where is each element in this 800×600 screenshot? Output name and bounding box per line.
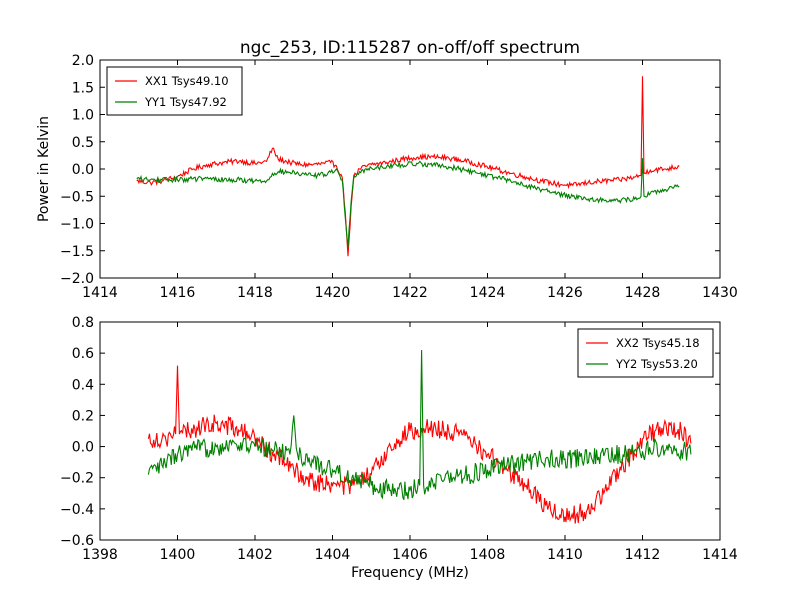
bottom-ticks: 1398 1400 1402 1404 1406 1408 1410 1412 1414 −0.6…	[60, 315, 738, 563]
chart-title: ngc_253, ID:115287 on-off/off spectrum	[240, 38, 580, 58]
x-tick-label: 1414	[82, 285, 118, 301]
x-tick-label: 1410	[547, 547, 583, 563]
bottom-panel: 1398 1400 1402 1404 1406 1408 1410 1412 1414 −0.6…	[60, 315, 738, 581]
x-tick-label: 1406	[392, 547, 428, 563]
x-tick-label: 1398	[82, 547, 118, 563]
x-tick-label: 1414	[702, 547, 738, 563]
bottom-plot-lines	[147, 349, 692, 524]
y-tick-label: −0.6	[60, 533, 94, 549]
y-tick-label: −0.4	[60, 502, 94, 518]
x-tick-label: 1418	[237, 285, 273, 301]
top-y-axis-label: Power in Kelvin	[36, 116, 52, 222]
top-ticks: 1414 1416 1418 1420 1422 1424 1426 1428 1430 −2.0…	[60, 53, 738, 301]
legend-label: XX2 Tsys45.18	[616, 336, 700, 350]
y-tick-label: 1.5	[72, 80, 94, 96]
x-tick-label: 1404	[315, 547, 351, 563]
y-tick-label: 2.0	[72, 53, 94, 69]
y-tick-label: 0.4	[72, 377, 94, 393]
x-tick-label: 1424	[470, 285, 506, 301]
x-tick-label: 1412	[625, 547, 661, 563]
x-tick-label: 1426	[547, 285, 583, 301]
x-tick-label: 1408	[470, 547, 506, 563]
x-tick-label: 1416	[160, 285, 196, 301]
series-line-yy2	[147, 349, 692, 501]
bottom-axes-frame	[99, 321, 721, 541]
x-tick-label: 1420	[315, 285, 351, 301]
y-tick-label: 0.8	[72, 315, 94, 331]
bottom-x-axis-label: Frequency (MHz)	[351, 565, 469, 581]
y-tick-label: 1.0	[72, 108, 94, 124]
y-tick-label: −0.5	[60, 189, 94, 205]
legend-label: YY1 Tsys47.92	[144, 95, 227, 109]
x-tick-label: 1402	[237, 547, 273, 563]
legend-label: XX1 Tsys49.10	[145, 74, 229, 88]
y-tick-label: 0.5	[72, 135, 94, 151]
x-tick-label: 1400	[160, 547, 196, 563]
y-tick-label: 0.6	[72, 346, 94, 362]
y-tick-label: 0.0	[72, 440, 94, 456]
y-tick-label: −2.0	[60, 271, 94, 287]
legend-box	[106, 66, 243, 116]
top-axes-frame	[99, 59, 721, 279]
series-line-yy1	[136, 158, 680, 249]
legend-box	[577, 328, 714, 378]
top-plot-lines	[136, 76, 680, 257]
top-legend: XX1 Tsys49.10 YY1 Tsys47.92	[106, 66, 243, 116]
y-tick-label: −1.0	[60, 217, 94, 233]
x-tick-label: 1430	[702, 285, 738, 301]
bottom-legend: XX2 Tsys45.18 YY2 Tsys53.20	[577, 328, 714, 378]
legend-label: YY2 Tsys53.20	[615, 357, 698, 371]
y-tick-label: 0.2	[72, 408, 94, 424]
y-tick-label: −0.2	[60, 471, 94, 487]
x-tick-label: 1422	[392, 285, 428, 301]
y-tick-label: −1.5	[60, 244, 94, 260]
y-tick-label: 0.0	[72, 162, 94, 178]
series-line-xx1	[136, 76, 680, 257]
top-panel: 1414 1416 1418 1420 1422 1424 1426 1428 1430 −2.0…	[36, 53, 738, 301]
x-tick-label: 1428	[625, 285, 661, 301]
